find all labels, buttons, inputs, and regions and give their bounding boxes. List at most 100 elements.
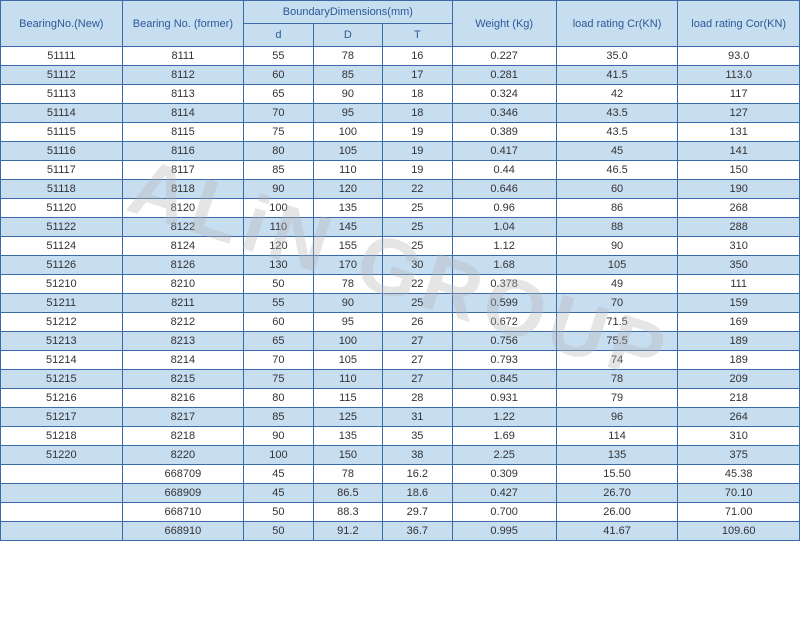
cell-T: 29.7 bbox=[383, 503, 452, 522]
cell-weight: 0.389 bbox=[452, 123, 556, 142]
cell-d: 45 bbox=[244, 484, 313, 503]
table-row: 51213821365100270.75675.5189 bbox=[1, 332, 800, 351]
cell-T: 26 bbox=[383, 313, 452, 332]
cell-d: 90 bbox=[244, 180, 313, 199]
cell-weight: 0.309 bbox=[452, 465, 556, 484]
cell-T: 25 bbox=[383, 237, 452, 256]
table-row: 51215821575110270.84578209 bbox=[1, 370, 800, 389]
col-weight: Weight (Kg) bbox=[452, 1, 556, 47]
table-row: 6687105088.329.70.70026.0071.00 bbox=[1, 503, 800, 522]
cell-former: 8120 bbox=[122, 199, 244, 218]
cell-cor: 117 bbox=[678, 85, 800, 104]
cell-T: 36.7 bbox=[383, 522, 452, 541]
cell-former: 668910 bbox=[122, 522, 244, 541]
cell-weight: 0.700 bbox=[452, 503, 556, 522]
cell-former: 8117 bbox=[122, 161, 244, 180]
cell-weight: 0.672 bbox=[452, 313, 556, 332]
cell-cor: 288 bbox=[678, 218, 800, 237]
col-d: d bbox=[244, 24, 313, 47]
cell-former: 8114 bbox=[122, 104, 244, 123]
bearing-spec-table: BearingNo.(New) Bearing No. (former) Bou… bbox=[0, 0, 800, 541]
table-row: 51116811680105190.41745141 bbox=[1, 142, 800, 161]
cell-D: 110 bbox=[313, 370, 382, 389]
cell-cr: 26.00 bbox=[556, 503, 678, 522]
cell-cr: 41.5 bbox=[556, 66, 678, 85]
cell-cr: 86 bbox=[556, 199, 678, 218]
cell-d: 90 bbox=[244, 427, 313, 446]
cell-new: 51115 bbox=[1, 123, 123, 142]
cell-T: 25 bbox=[383, 199, 452, 218]
cell-cor: 70.10 bbox=[678, 484, 800, 503]
table-row: 511208120100135250.9686268 bbox=[1, 199, 800, 218]
cell-cor: 131 bbox=[678, 123, 800, 142]
cell-d: 45 bbox=[244, 465, 313, 484]
cell-cor: 209 bbox=[678, 370, 800, 389]
cell-weight: 0.756 bbox=[452, 332, 556, 351]
cell-cr: 15.50 bbox=[556, 465, 678, 484]
cell-D: 78 bbox=[313, 275, 382, 294]
cell-d: 80 bbox=[244, 389, 313, 408]
cell-D: 135 bbox=[313, 427, 382, 446]
cell-weight: 0.646 bbox=[452, 180, 556, 199]
cell-D: 78 bbox=[313, 47, 382, 66]
cell-weight: 0.44 bbox=[452, 161, 556, 180]
table-row: 5111481147095180.34643.5127 bbox=[1, 104, 800, 123]
cell-weight: 0.845 bbox=[452, 370, 556, 389]
cell-new: 51114 bbox=[1, 104, 123, 123]
cell-cor: 190 bbox=[678, 180, 800, 199]
cell-d: 110 bbox=[244, 218, 313, 237]
cell-cor: 159 bbox=[678, 294, 800, 313]
cell-T: 27 bbox=[383, 351, 452, 370]
cell-D: 78 bbox=[313, 465, 382, 484]
cell-former: 668709 bbox=[122, 465, 244, 484]
cell-d: 65 bbox=[244, 332, 313, 351]
table-row: 51216821680115280.93179218 bbox=[1, 389, 800, 408]
cell-new bbox=[1, 484, 123, 503]
cell-cr: 114 bbox=[556, 427, 678, 446]
cell-new: 51210 bbox=[1, 275, 123, 294]
cell-weight: 0.793 bbox=[452, 351, 556, 370]
cell-weight: 0.995 bbox=[452, 522, 556, 541]
cell-T: 18 bbox=[383, 104, 452, 123]
cell-cor: 268 bbox=[678, 199, 800, 218]
cell-D: 90 bbox=[313, 294, 382, 313]
cell-T: 31 bbox=[383, 408, 452, 427]
cell-cr: 49 bbox=[556, 275, 678, 294]
cell-cor: 218 bbox=[678, 389, 800, 408]
cell-new: 51126 bbox=[1, 256, 123, 275]
cell-T: 16 bbox=[383, 47, 452, 66]
cell-new: 51218 bbox=[1, 427, 123, 446]
table-header: BearingNo.(New) Bearing No. (former) Bou… bbox=[1, 1, 800, 47]
cell-d: 50 bbox=[244, 503, 313, 522]
cell-cor: 109.60 bbox=[678, 522, 800, 541]
cell-cr: 75.5 bbox=[556, 332, 678, 351]
cell-cr: 43.5 bbox=[556, 104, 678, 123]
cell-former: 8218 bbox=[122, 427, 244, 446]
cell-cor: 350 bbox=[678, 256, 800, 275]
cell-former: 8111 bbox=[122, 47, 244, 66]
cell-d: 100 bbox=[244, 199, 313, 218]
table-body: 5111181115578160.22735.093.0511128112608… bbox=[1, 47, 800, 541]
cell-weight: 1.04 bbox=[452, 218, 556, 237]
cell-former: 8115 bbox=[122, 123, 244, 142]
cell-D: 100 bbox=[313, 332, 382, 351]
cell-cr: 135 bbox=[556, 446, 678, 465]
cell-D: 120 bbox=[313, 180, 382, 199]
cell-d: 85 bbox=[244, 161, 313, 180]
cell-new bbox=[1, 522, 123, 541]
col-D: D bbox=[313, 24, 382, 47]
cell-T: 25 bbox=[383, 218, 452, 237]
cell-d: 70 bbox=[244, 104, 313, 123]
table-row: 5111281126085170.28141.5113.0 bbox=[1, 66, 800, 85]
table-row: 6689105091.236.70.99541.67109.60 bbox=[1, 522, 800, 541]
cell-D: 100 bbox=[313, 123, 382, 142]
cell-d: 50 bbox=[244, 522, 313, 541]
cell-D: 95 bbox=[313, 313, 382, 332]
cell-D: 88.3 bbox=[313, 503, 382, 522]
cell-D: 155 bbox=[313, 237, 382, 256]
cell-former: 8220 bbox=[122, 446, 244, 465]
cell-new: 51118 bbox=[1, 180, 123, 199]
cell-cr: 45 bbox=[556, 142, 678, 161]
cell-D: 86.5 bbox=[313, 484, 382, 503]
cell-cr: 41.67 bbox=[556, 522, 678, 541]
